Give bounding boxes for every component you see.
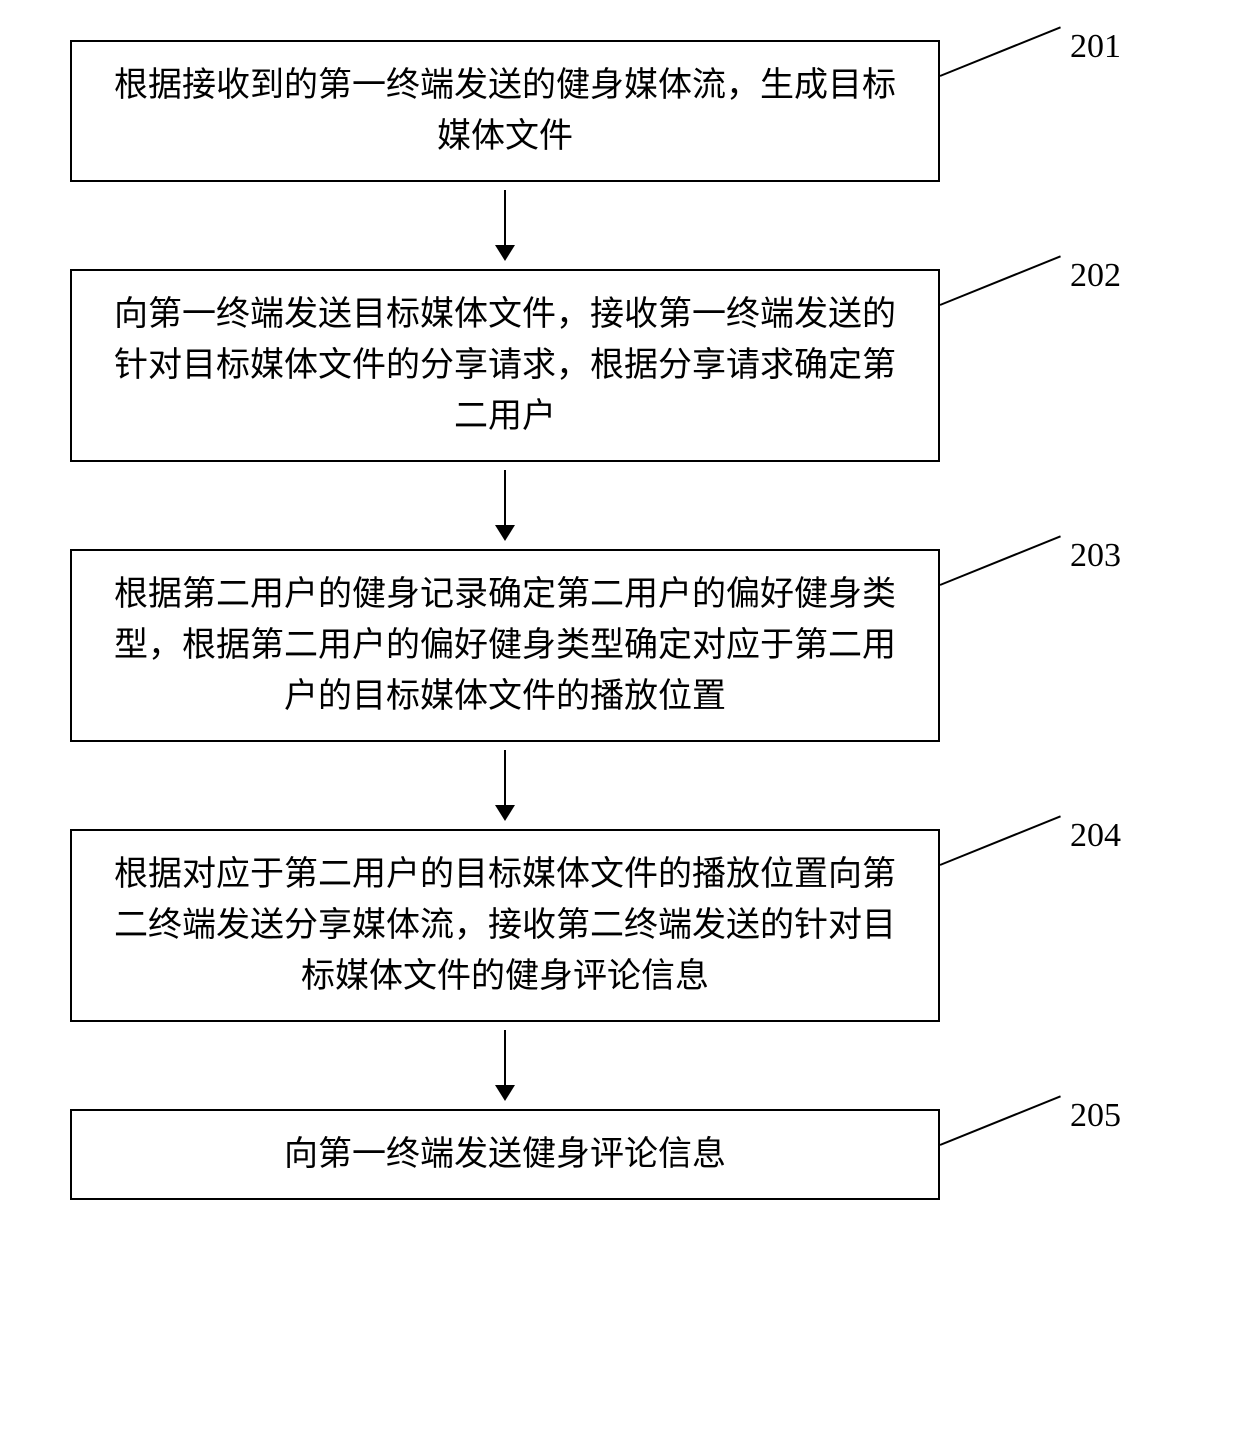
node-box-204: 根据对应于第二用户的目标媒体文件的播放位置向第二终端发送分享媒体流，接收第二终端…	[70, 829, 940, 1022]
label-wrapper: 201	[940, 40, 1120, 100]
flowchart-node: 根据对应于第二用户的目标媒体文件的播放位置向第二终端发送分享媒体流，接收第二终端…	[70, 829, 1170, 1022]
arrow-line	[504, 190, 506, 245]
node-box-205: 向第一终端发送健身评论信息	[70, 1109, 940, 1200]
flowchart-node: 根据接收到的第一终端发送的健身媒体流，生成目标媒体文件 201	[70, 40, 1170, 182]
arrow	[70, 470, 940, 541]
arrow-head	[495, 245, 515, 261]
arrow-line	[504, 470, 506, 525]
label-wrapper: 204	[940, 829, 1120, 889]
flowchart-node: 向第一终端发送目标媒体文件，接收第一终端发送的针对目标媒体文件的分享请求，根据分…	[70, 269, 1170, 462]
arrow-line	[504, 750, 506, 805]
node-label: 203	[1070, 537, 1121, 575]
flowchart-node: 根据第二用户的健身记录确定第二用户的偏好健身类型，根据第二用户的偏好健身类型确定…	[70, 549, 1170, 742]
connector-line	[940, 26, 1061, 77]
arrow-line	[504, 1030, 506, 1085]
node-label: 201	[1070, 28, 1121, 66]
node-text: 根据接收到的第一终端发送的健身媒体流，生成目标媒体文件	[114, 67, 896, 155]
arrow	[70, 1030, 940, 1101]
node-text: 向第一终端发送目标媒体文件，接收第一终端发送的针对目标媒体文件的分享请求，根据分…	[114, 296, 896, 435]
connector-line	[940, 1095, 1061, 1146]
connector-line	[940, 815, 1061, 866]
arrow	[70, 190, 940, 261]
label-wrapper: 203	[940, 549, 1120, 609]
arrow-head	[495, 525, 515, 541]
node-label: 205	[1070, 1097, 1121, 1135]
flowchart-container: 根据接收到的第一终端发送的健身媒体流，生成目标媒体文件 201 向第一终端发送目…	[70, 40, 1170, 1200]
arrow	[70, 750, 940, 821]
node-text: 根据第二用户的健身记录确定第二用户的偏好健身类型，根据第二用户的偏好健身类型确定…	[114, 576, 896, 715]
node-box-202: 向第一终端发送目标媒体文件，接收第一终端发送的针对目标媒体文件的分享请求，根据分…	[70, 269, 940, 462]
arrow-head	[495, 805, 515, 821]
arrow-head	[495, 1085, 515, 1101]
node-box-203: 根据第二用户的健身记录确定第二用户的偏好健身类型，根据第二用户的偏好健身类型确定…	[70, 549, 940, 742]
label-wrapper: 202	[940, 269, 1120, 329]
node-label: 204	[1070, 817, 1121, 855]
connector-line	[940, 255, 1061, 306]
node-text: 根据对应于第二用户的目标媒体文件的播放位置向第二终端发送分享媒体流，接收第二终端…	[114, 856, 896, 995]
label-wrapper: 205	[940, 1109, 1120, 1169]
node-label: 202	[1070, 257, 1121, 295]
connector-line	[940, 535, 1061, 586]
flowchart-node: 向第一终端发送健身评论信息 205	[70, 1109, 1170, 1200]
node-box-201: 根据接收到的第一终端发送的健身媒体流，生成目标媒体文件	[70, 40, 940, 182]
node-text: 向第一终端发送健身评论信息	[284, 1136, 726, 1173]
